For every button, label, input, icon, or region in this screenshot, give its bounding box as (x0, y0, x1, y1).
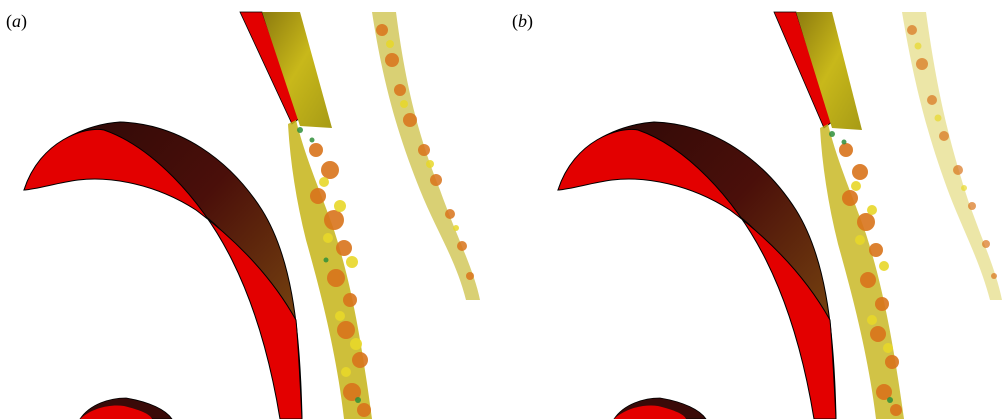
lower-blade-pressure (614, 405, 686, 419)
boundary-layer-band (796, 12, 862, 130)
panel-label-b: (b) (512, 11, 533, 31)
blade-pressure-side (23, 128, 303, 419)
panel-b: (b) (506, 0, 1006, 419)
vortex-wake-icon (820, 124, 904, 419)
far-wake (902, 12, 1002, 300)
vortex-wake-icon (288, 120, 372, 419)
panel-a: (a) (0, 0, 500, 419)
panel-label-a: (a) (6, 11, 27, 31)
boundary-layer-band (262, 12, 332, 128)
flow-visualization-b (557, 11, 1002, 419)
lower-blade-pressure (80, 405, 152, 419)
flow-visualization-a (23, 11, 480, 419)
blade-pressure-side (557, 128, 837, 419)
far-wake (372, 12, 480, 300)
